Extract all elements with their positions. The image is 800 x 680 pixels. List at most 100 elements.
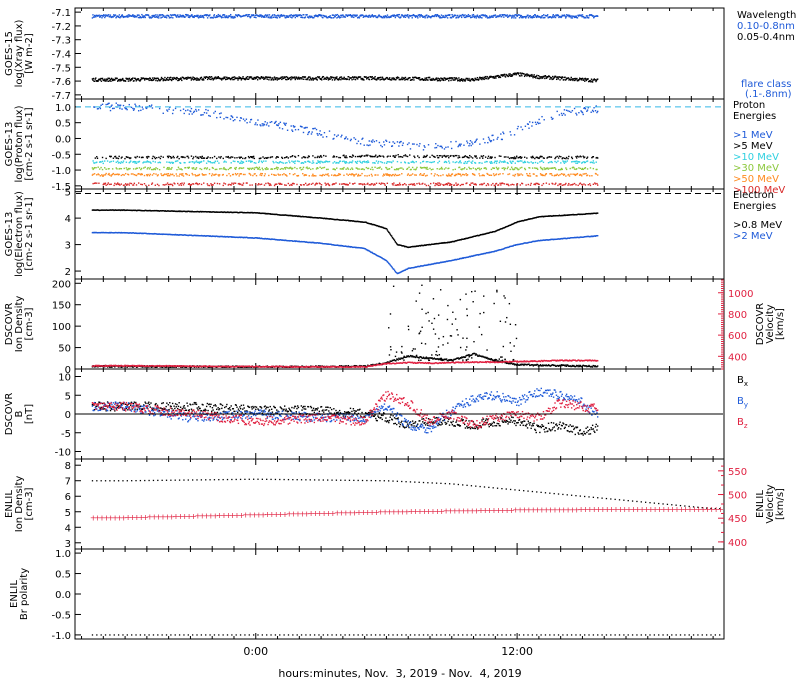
- data-point: [130, 232, 132, 234]
- data-point: [117, 174, 120, 176]
- data-point: [505, 226, 507, 228]
- data-point: [102, 209, 104, 211]
- data-point: [562, 157, 564, 159]
- data-point: [253, 173, 256, 175]
- data-point: [592, 167, 595, 170]
- data-point: [545, 182, 548, 184]
- data-point: [138, 232, 141, 235]
- data-point: [101, 209, 104, 211]
- data-point: [93, 166, 96, 169]
- data-point: [482, 155, 485, 157]
- data-point: [302, 216, 305, 218]
- data-point: [225, 116, 227, 119]
- data-point: [512, 74, 514, 76]
- data-point: [336, 218, 338, 221]
- data-point: [538, 216, 540, 218]
- data-point: [517, 174, 519, 177]
- data-point: [251, 167, 253, 170]
- data-point: [404, 79, 406, 81]
- data-point: [146, 210, 149, 212]
- data-point: [466, 156, 469, 158]
- data-point: [359, 183, 362, 185]
- data-point: [226, 78, 229, 80]
- data-point: [93, 106, 95, 108]
- data-point: [403, 16, 405, 18]
- data-point: [367, 167, 369, 170]
- data-point: [410, 161, 412, 163]
- data-point: [304, 16, 307, 18]
- data-point: [196, 161, 198, 164]
- data-point: [422, 160, 425, 163]
- data-point: [197, 174, 200, 177]
- data-point: [98, 209, 101, 212]
- data-point: [232, 76, 235, 78]
- data-point: [145, 174, 148, 176]
- data-point: [463, 16, 466, 19]
- data-point: [300, 16, 302, 18]
- data-point: [447, 155, 449, 157]
- data-point: [156, 233, 158, 235]
- data-point: [563, 109, 566, 111]
- data-point: [461, 156, 464, 159]
- data-point: [556, 14, 558, 17]
- data-point: [285, 76, 288, 78]
- data-point: [195, 108, 197, 111]
- data-point: [268, 184, 271, 187]
- data-point: [185, 173, 188, 175]
- data-point: [278, 214, 280, 216]
- data-point: [120, 167, 123, 170]
- data-point: [312, 77, 314, 79]
- data-point: [463, 156, 465, 158]
- data-point: [346, 183, 348, 185]
- data-point: [352, 174, 355, 176]
- data-point: [122, 173, 124, 176]
- data-point: [119, 167, 121, 170]
- data-point: [463, 162, 465, 164]
- data-point: [554, 215, 556, 217]
- data-point: [371, 14, 374, 16]
- data-point: [335, 218, 337, 221]
- data-point: [158, 184, 160, 187]
- data-point: [382, 226, 384, 229]
- data-point: [561, 157, 563, 160]
- data-point: [589, 213, 592, 215]
- data-point: [544, 173, 547, 176]
- data-point: [214, 211, 217, 213]
- data-point: [148, 161, 150, 163]
- data-point: [307, 156, 309, 159]
- data-point: [454, 78, 457, 80]
- data-point: [190, 107, 193, 110]
- data-point: [371, 78, 373, 81]
- data-point: [339, 156, 342, 159]
- data-point: [127, 209, 130, 211]
- data-point: [269, 213, 271, 215]
- data-point: [571, 109, 574, 112]
- data-point: [472, 235, 475, 238]
- data-point: [526, 218, 529, 221]
- data-point: [437, 242, 440, 245]
- data-point: [520, 157, 522, 159]
- data-point: [297, 215, 300, 217]
- data-point: [254, 123, 256, 126]
- data-point: [335, 14, 338, 16]
- data-point: [137, 14, 139, 16]
- data-point: [97, 80, 99, 82]
- data-point: [458, 77, 460, 79]
- data-point: [259, 77, 262, 80]
- data-point: [486, 15, 488, 18]
- data-point: [130, 209, 132, 212]
- data-point: [141, 209, 143, 212]
- data-point: [553, 16, 555, 19]
- data-point: [190, 183, 193, 186]
- data-point: [244, 157, 247, 159]
- data-point: [398, 182, 401, 184]
- data-point: [453, 184, 456, 186]
- data-point: [359, 15, 361, 17]
- data-point: [499, 173, 501, 175]
- data-point: [155, 79, 157, 82]
- data-point: [474, 235, 477, 237]
- data-point: [351, 14, 353, 17]
- data-point: [446, 183, 449, 186]
- data-point: [427, 168, 429, 170]
- data-point: [325, 173, 327, 176]
